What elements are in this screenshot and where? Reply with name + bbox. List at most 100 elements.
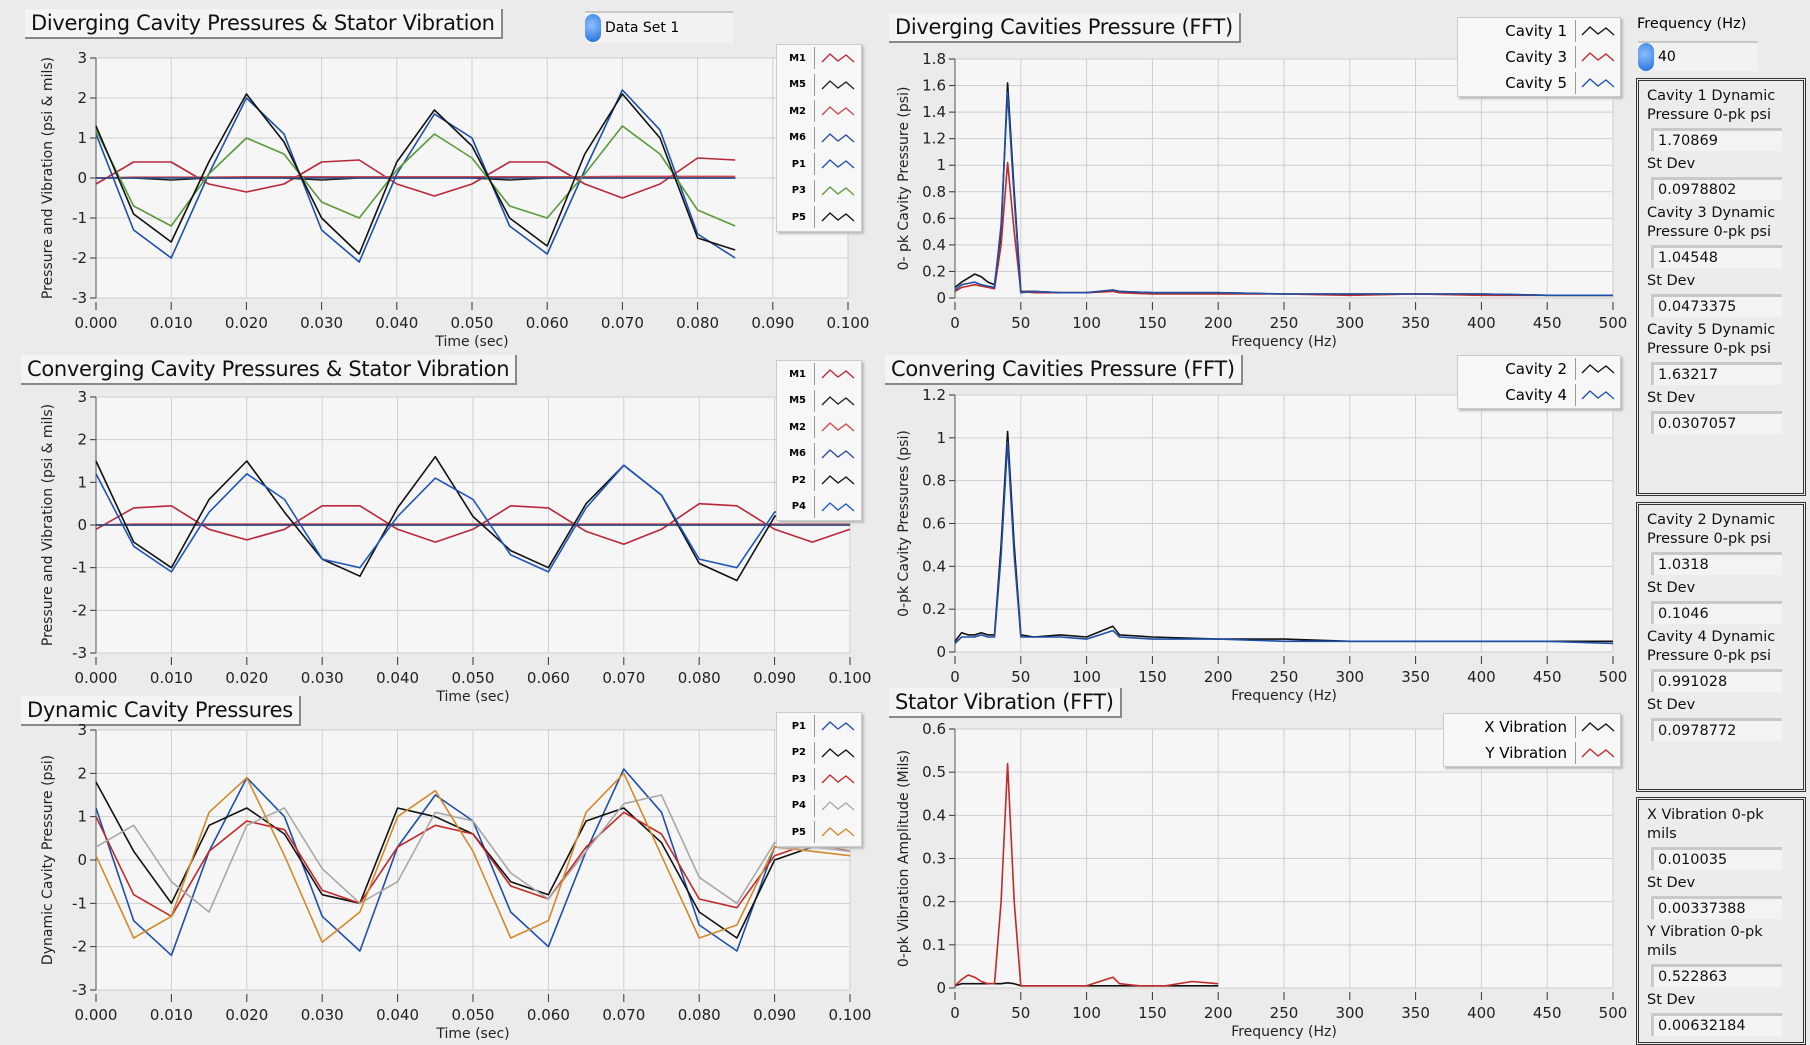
legend-label: P3 (791, 185, 806, 197)
plot-legend[interactable]: Cavity 2 Cavity 4 (1457, 355, 1621, 409)
legend-line-swatch-icon (814, 73, 855, 96)
legend-line-swatch-icon (1575, 384, 1615, 406)
legend-item[interactable]: P1 (777, 151, 861, 178)
frequency-ring-control[interactable]: 40 (1638, 41, 1758, 71)
ring-increment-icon[interactable] (585, 14, 601, 42)
y-tick-label: 0.4 (922, 806, 946, 824)
x-tick-label: 0.060 (527, 1006, 570, 1024)
y-tick-label: 1 (936, 156, 946, 174)
legend-label: P4 (791, 800, 806, 812)
legend-item[interactable]: Cavity 3 (1458, 44, 1620, 70)
series-line-cavity-4 (954, 441, 1614, 645)
legend-item[interactable]: Cavity 5 (1458, 70, 1620, 96)
y-axis-label: Pressure and Vibration (psi & mils) (40, 404, 56, 646)
legend-item[interactable]: M2 (777, 98, 861, 125)
legend-item[interactable]: P3 (777, 178, 861, 205)
x-tick-label: 0.050 (451, 314, 494, 332)
x-tick-label: 0 (950, 314, 960, 332)
legend-label: M1 (789, 368, 806, 380)
legend-item[interactable]: Cavity 2 (1458, 356, 1620, 382)
indicator-value: 0.00632184 (1651, 1013, 1782, 1036)
legend-line-swatch-icon (814, 100, 855, 123)
x-tick-label: 0.000 (75, 314, 118, 332)
plot-legend[interactable]: M1 M5 M2 M6 P1 P3 P5 (776, 44, 862, 232)
legend-line-swatch-icon (1575, 742, 1615, 764)
indicator-value: 1.63217 (1651, 362, 1782, 385)
legend-item[interactable]: P4 (777, 494, 861, 521)
legend-line-swatch-icon (814, 821, 855, 844)
plot-legend[interactable]: X Vibration Y Vibration (1443, 713, 1621, 767)
legend-label: P2 (791, 474, 806, 486)
legend-item[interactable]: M1 (777, 45, 861, 72)
legend-item[interactable]: P2 (777, 467, 861, 494)
legend-line-swatch-icon (814, 206, 855, 229)
y-tick-label: 3 (77, 388, 87, 406)
indicator-label: Cavity 4 Dynamic Pressure 0-pk psi (1647, 629, 1776, 664)
legend-item[interactable]: M6 (777, 441, 861, 468)
indicator-label: Cavity 1 Dynamic Pressure 0-pk psi (1647, 88, 1776, 123)
x-tick-label: 150 (1138, 668, 1167, 686)
legend-item[interactable]: Cavity 1 (1458, 18, 1620, 44)
ring-increment-icon[interactable] (1638, 43, 1654, 71)
indicator-value: 0.0473375 (1651, 294, 1782, 317)
y-tick-label: 0.1 (922, 936, 946, 954)
x-tick-label: 50 (1011, 1004, 1030, 1022)
legend-item[interactable]: Cavity 4 (1458, 382, 1620, 408)
x-tick-label: 0 (950, 668, 960, 686)
indicator-label: St Dev (1647, 875, 1696, 891)
x-tick-label: 0.040 (376, 1006, 419, 1024)
legend-label: Cavity 1 (1505, 22, 1567, 40)
x-tick-label: 0.050 (452, 669, 495, 687)
legend-item[interactable]: M6 (777, 125, 861, 152)
y-axis-label: 0- pk Cavity Pressure (psi) (896, 87, 912, 271)
legend-item[interactable]: P2 (777, 740, 861, 767)
legend-label: M6 (789, 132, 806, 144)
y-tick-label: 3 (77, 721, 87, 739)
x-tick-label: 50 (1011, 314, 1030, 332)
legend-item[interactable]: M5 (777, 72, 861, 99)
plot-legend[interactable]: P1 P2 P3 P4 P5 (776, 712, 862, 847)
legend-line-swatch-icon (814, 47, 855, 70)
y-tick-label: 0 (77, 516, 87, 534)
y-tick-label: -2 (72, 249, 87, 267)
y-tick-label: 0.3 (922, 850, 946, 868)
x-tick-label: 200 (1204, 668, 1233, 686)
dataset-ring-control[interactable]: Data Set 1 (585, 11, 733, 43)
x-tick-label: 0.090 (753, 1006, 796, 1024)
x-tick-label: 0.070 (602, 1006, 645, 1024)
legend-item[interactable]: M2 (777, 414, 861, 441)
series-line-p2 (95, 455, 851, 582)
x-tick-label: 0.010 (150, 314, 193, 332)
legend-line-swatch-icon (814, 495, 855, 518)
series-line-p4 (95, 464, 851, 573)
legend-item[interactable]: Y Vibration (1444, 740, 1620, 766)
legend-item[interactable]: P1 (777, 713, 861, 740)
chart-title-stator-fft: Stator Vibration (FFT) (889, 688, 1122, 718)
legend-item[interactable]: M1 (777, 361, 861, 388)
x-tick-label: 350 (1401, 1004, 1430, 1022)
legend-item[interactable]: P4 (777, 793, 861, 820)
legend-item[interactable]: P3 (777, 766, 861, 793)
indicator-value: 0.991028 (1651, 669, 1782, 692)
legend-line-swatch-icon (814, 179, 855, 202)
plot-legend[interactable]: M1 M5 M2 M6 P2 P4 (776, 360, 862, 521)
indicator-value: 0.1046 (1651, 601, 1782, 624)
y-axis-label: Pressure and Vibration (psi & mils) (40, 57, 56, 299)
x-tick-label: 0.030 (300, 314, 343, 332)
series-line-cavity-5 (954, 91, 1613, 297)
x-tick-label: 0.000 (75, 1006, 118, 1024)
legend-item[interactable]: P5 (777, 204, 861, 231)
legend-item[interactable]: M5 (777, 388, 861, 415)
y-tick-label: 1 (77, 129, 87, 147)
y-axis-label: Dynamic Cavity Pressure (psi) (40, 755, 56, 965)
y-tick-label: 2 (77, 431, 87, 449)
legend-item[interactable]: P5 (777, 819, 861, 846)
indicator-label: X Vibration 0-pk mils (1647, 807, 1764, 842)
series-line-p5 (95, 93, 736, 255)
chart-title-converging-fft: Convering Cavities Pressure (FFT) (885, 355, 1243, 385)
legend-item[interactable]: X Vibration (1444, 714, 1620, 740)
x-axis-label: Time (sec) (435, 1026, 509, 1042)
legend-line-swatch-icon (1575, 20, 1615, 42)
x-axis-label: Frequency (Hz) (1231, 688, 1337, 704)
plot-legend[interactable]: Cavity 1 Cavity 3 Cavity 5 (1457, 17, 1621, 97)
